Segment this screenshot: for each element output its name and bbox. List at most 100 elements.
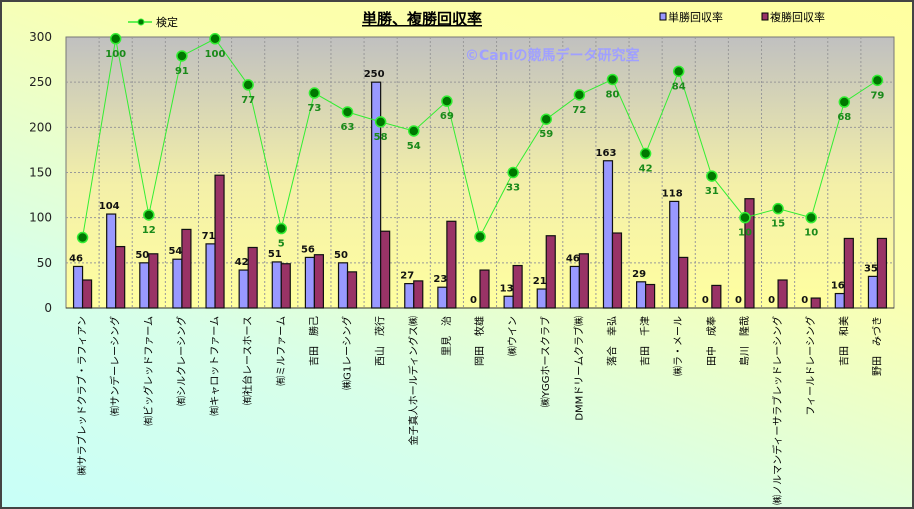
category-label: 吉田 勝己 [307,316,320,366]
y-tick-label: 150 [29,166,52,180]
bar-fukusho [380,230,391,309]
kentei-point [341,106,354,118]
kentei-point [176,50,188,62]
legend: 検定 単勝回収率 複勝回収率 [128,10,825,29]
bar-fukusho [280,263,291,309]
kentei-point [838,96,851,108]
category-label: 岡田 牧雄 [473,316,486,366]
bar-tansho [139,262,150,309]
kentei-point [374,116,387,128]
kentei-point [408,125,420,137]
bar-value-label: 46 [566,253,580,264]
y-tick-label: 300 [29,30,52,44]
bar-fukusho [644,283,656,309]
category-label: フィールドレーシング [804,316,817,416]
category-label: ㈲ビッグレッドファーム [142,316,155,426]
legend-label-tansho: 単勝回収率 [668,10,723,24]
kentei-value-label: 54 [407,141,421,152]
bar-fukusho [611,232,623,309]
kentei-value-label: 31 [705,186,719,197]
bar-value-label: 71 [202,231,216,242]
bar-value-label: 54 [168,246,182,257]
bar-value-label: 51 [268,249,282,260]
kentei-point [275,222,288,235]
bar-tansho [536,288,547,309]
bar-fukusho [446,220,457,309]
bar-value-label: 23 [433,274,447,285]
kentei-value-label: 58 [374,132,388,143]
kentei-point [672,65,685,78]
bar-tansho [337,262,349,309]
bar-fukusho [247,246,258,309]
category-label: 金子真人ホールディングス㈱ [407,316,420,445]
bar-tansho [569,265,580,309]
legend-swatch-tansho [659,12,667,21]
category-label: DMMドリームクラブ㈱ [572,316,585,421]
bar-value-label: 50 [334,250,348,261]
category-label: ㈲キャロットファーム [209,316,221,416]
kentei-point [109,33,122,45]
bar-value-label: 29 [632,269,646,280]
bar-value-label: 0 [470,295,477,306]
bar-fukusho [545,235,556,309]
bar-fukusho [777,279,788,309]
kentei-value-label: 84 [672,81,686,92]
kentei-value-label: 10 [738,228,752,239]
bar-value-label: 27 [400,271,414,282]
legend-label-fukusho: 複勝回収率 [770,10,825,24]
kentei-value-label: 68 [837,112,851,123]
bar-value-label: 118 [662,188,683,199]
category-label: ㈱ラ・メール [673,316,685,376]
category-label: 吉田 和美 [837,316,850,366]
category-label: ㈲ミルファーム [275,316,287,386]
bar-value-label: 46 [69,253,83,264]
kentei-value-label: 79 [870,90,884,101]
kentei-value-label: 91 [175,66,189,77]
bar-tansho [72,265,84,309]
bar-value-label: 163 [596,148,617,159]
category-label: 島川 隆哉 [738,316,751,366]
kentei-point [242,79,254,91]
category-label: ㈲サンデーレーシング [109,316,122,416]
bar-value-label: 104 [99,201,120,212]
bar-value-label: 0 [768,295,775,306]
bar-value-label: 42 [235,257,249,268]
bar-fukusho [115,245,126,309]
kentei-point [772,202,784,215]
bar-fukusho [711,284,722,309]
y-tick-label: 50 [37,256,52,270]
bar-tansho [437,286,448,309]
kentei-point [805,211,817,224]
bar-value-label: 13 [500,283,514,294]
bar-tansho [371,81,382,309]
bar-fukusho [214,174,225,309]
kentei-value-label: 42 [639,164,653,175]
bar-fukusho [346,271,358,309]
kentei-value-label: 100 [105,49,126,60]
kentei-point [540,113,552,125]
kentei-point [706,170,718,182]
bar-fukusho [843,237,854,309]
kentei-value-label: 10 [804,228,818,239]
bar-tansho [867,275,879,309]
bar-tansho [669,200,680,309]
bar-value-label: 0 [801,295,808,306]
bar-fukusho [148,253,159,309]
kentei-value-label: 100 [205,49,226,60]
kentei-point [573,89,586,101]
bar-tansho [238,269,249,309]
category-label: 里見 治 [440,316,453,356]
kentei-value-label: 15 [771,219,785,230]
bar-fukusho [744,198,755,309]
kentei-point [308,87,321,99]
kentei-point [871,74,884,87]
kentei-value-label: 63 [341,122,355,133]
bar-value-label: 56 [301,244,315,255]
watermark: ©Caniの競馬データ研究室 [465,47,640,64]
y-tick-label: 0 [44,301,52,315]
kentei-point [474,230,486,243]
bar-fukusho [512,264,523,309]
bar-fukusho [313,254,324,309]
kentei-point [739,211,751,224]
